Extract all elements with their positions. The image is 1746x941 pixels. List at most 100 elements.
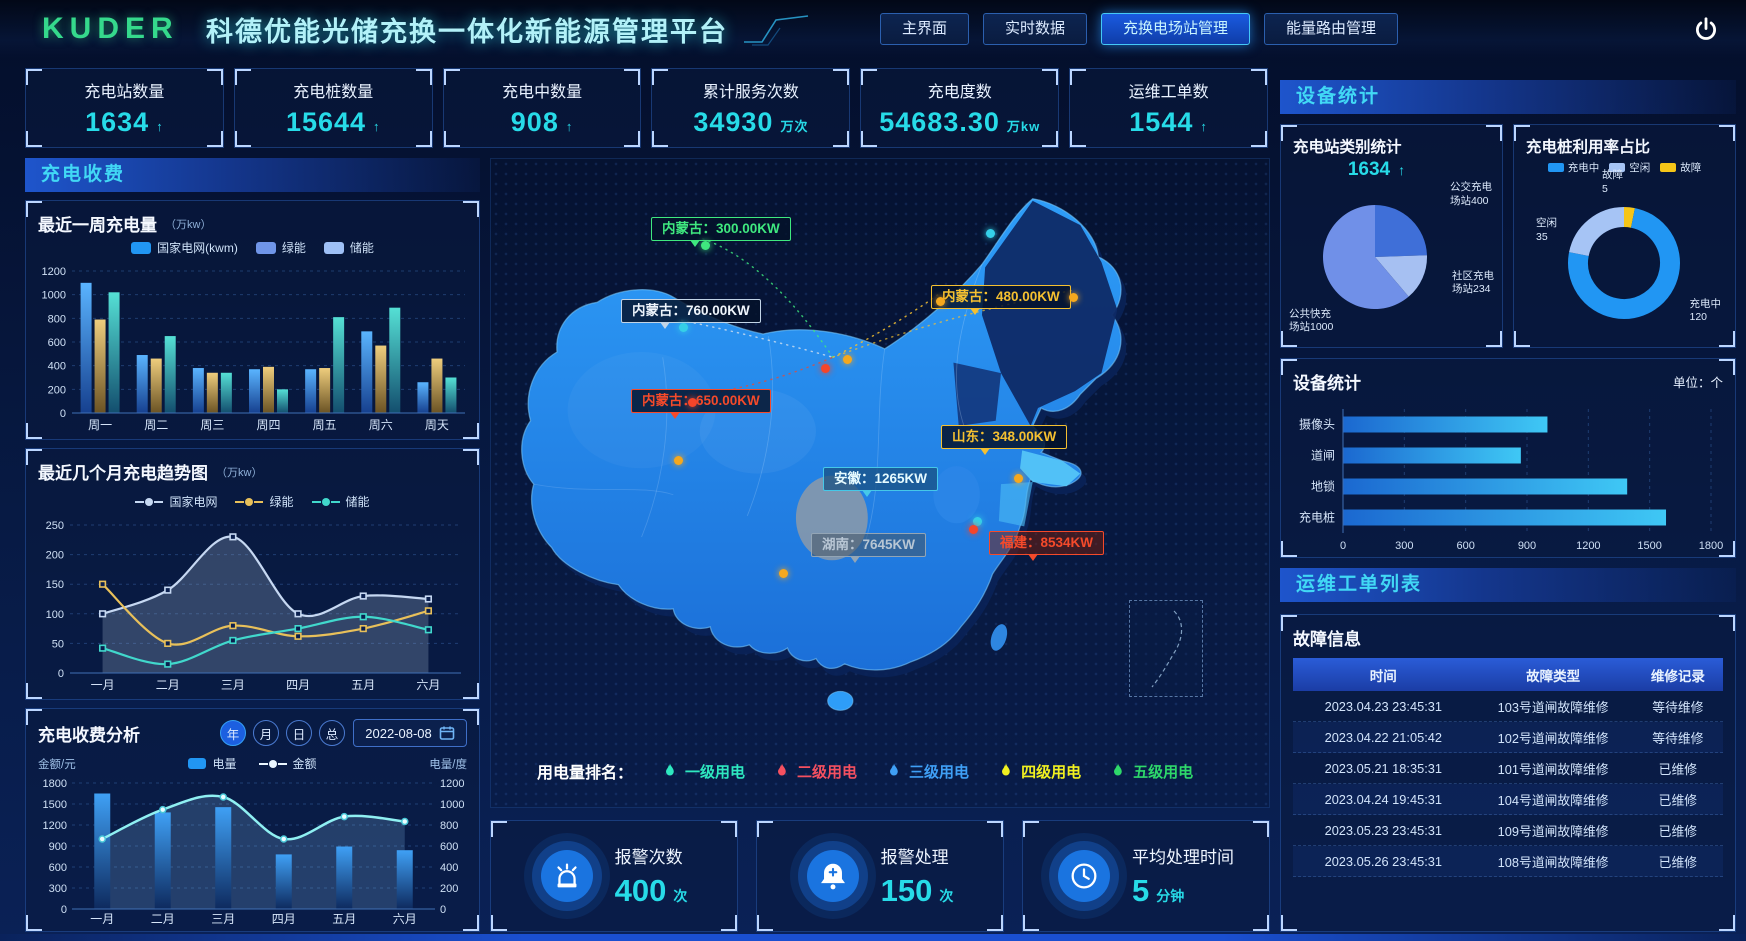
map-label-内蒙古-2: 内蒙古：480.00KW (931, 285, 1071, 315)
stat-value: 54683.30 万kw (879, 107, 1041, 137)
label-tail (850, 556, 860, 563)
section-title: 运维工单列表 (1296, 574, 1423, 595)
svg-text:二月: 二月 (151, 912, 175, 926)
svg-text:1800: 1800 (1699, 540, 1723, 552)
svg-text:1200: 1200 (43, 820, 67, 832)
svg-text:周三: 周三 (200, 418, 224, 432)
map-marker-0 (701, 241, 710, 250)
legend-item-绿能: 绿能 (235, 493, 294, 510)
circuit-decoration (744, 15, 809, 46)
fault-table-header: 时间 故障类型 维修记录 (1293, 658, 1723, 691)
svg-text:600: 600 (440, 841, 458, 853)
svg-text:1200: 1200 (440, 778, 464, 790)
ranking-item-四级用电: 四级用电 (999, 761, 1081, 782)
calendar-icon (439, 726, 455, 740)
svg-text:300: 300 (1395, 540, 1413, 552)
bell-plus-icon (820, 863, 845, 890)
stat-value: 908 ↑ (510, 107, 574, 137)
svg-text:周五: 周五 (313, 418, 337, 432)
map-marker-12 (674, 456, 683, 465)
filter-月[interactable]: 月 (253, 720, 279, 746)
map-label-内蒙古-3: 内蒙古：650.00KW (631, 389, 771, 419)
map-label-山东-4: 山东：348.00KW (941, 425, 1068, 455)
svg-text:一月: 一月 (90, 912, 114, 926)
panel-device-bars: 设备统计 单位：个 0 300 600 900 1200 1500 1800 摄像头 道闸 地锁 充电… (1280, 358, 1736, 558)
panel-station-category: 充电站类别统计 1634 ↑ 公交充电 场站400 社区充电 场站234 公共快充 场站10… (1280, 124, 1503, 348)
monthly-legend: 国家电网 绿能 储能 (26, 493, 479, 510)
analysis-chart-title: 充电收费分析 (38, 725, 140, 745)
svg-text:六月: 六月 (416, 678, 440, 692)
flame-icon (666, 763, 674, 776)
map-marker-5 (843, 355, 852, 364)
panel-monthly-trend: 最近几个月充电趋势图 （万kw） 国家电网 绿能 储能 0 50 100 150 200 250… (25, 448, 480, 700)
stat-suffix: ↑ (156, 119, 164, 134)
nav-tab-2[interactable]: 充换电场站管理 (1101, 13, 1251, 45)
svg-text:0: 0 (1340, 540, 1346, 552)
stat-card-0: 充电站数量 1634 ↑ (25, 68, 224, 148)
svg-text:1000: 1000 (440, 799, 464, 811)
monthly-line-chart: 0 50 100 150 200 250 一月 二月 三月 四月 五月 六月 (36, 515, 471, 695)
alarm-label: 平均处理时间 (1132, 848, 1234, 867)
stat-label: 运维工单数 (1128, 84, 1209, 101)
map-label-湖南-6: 湖南：7645KW (811, 533, 927, 563)
filter-年[interactable]: 年 (220, 720, 246, 746)
svg-text:1500: 1500 (1637, 540, 1661, 552)
utilization-legend: 充电中 空闲 故障 (1514, 160, 1735, 175)
period-filters: 年月日总 (220, 720, 345, 746)
panel-pile-utilization: 充电桩利用率占比 充电中 空闲 故障 故障 5 空闲 35 充电中 120 (1513, 124, 1736, 348)
svg-text:600: 600 (48, 337, 66, 349)
nav-tab-3[interactable]: 能量路由管理 (1264, 13, 1399, 45)
alarm-label: 报警处理 (880, 848, 949, 867)
svg-text:800: 800 (48, 313, 66, 325)
nav-tab-1[interactable]: 实时数据 (983, 13, 1088, 45)
station-total: 1634 ↑ (1347, 159, 1406, 180)
stat-suffix: ↑ (565, 119, 574, 134)
svg-text:0: 0 (61, 904, 67, 916)
stat-suffix: 万kw (1006, 119, 1041, 134)
pie-callout-公交充电场站: 公交充电 场站400 (1450, 181, 1492, 207)
flame-icon (778, 763, 786, 776)
fault-table-title: 故障信息 (1293, 630, 1361, 649)
svg-text:600: 600 (49, 862, 67, 874)
svg-text:50: 50 (52, 638, 64, 650)
svg-text:800: 800 (440, 820, 458, 832)
stat-label: 充电桩数量 (293, 84, 374, 101)
china-map-panel: 内蒙古：300.00KW 内蒙古：760.00KW 内蒙古：480.00KW 内蒙古：… (490, 158, 1270, 808)
utilization-donut-chart (1516, 175, 1735, 348)
stat-label: 累计服务次数 (702, 84, 799, 101)
legend-item-充电中: 充电中 (1547, 160, 1599, 175)
weekly-chart-title: 最近一周充电量 (38, 216, 157, 235)
page-title: 科德优能光储充换一体化新能源管理平台 (206, 17, 728, 47)
weekly-chart-unit: （万kw） (165, 218, 212, 231)
svg-text:四月: 四月 (272, 912, 296, 926)
map-marker-4 (821, 364, 830, 373)
svg-text:周四: 周四 (256, 418, 280, 432)
label-tail (670, 412, 680, 419)
map-label-内蒙古-1: 内蒙古：760.00KW (621, 299, 761, 329)
power-icon (1696, 17, 1716, 40)
station-pie-chart (1283, 177, 1498, 342)
fault-row-5: 2023.05.26 23:45:31 108号道闸故障维修 已维修 (1293, 846, 1723, 877)
ranking-item-二级用电: 二级用电 (775, 761, 857, 782)
stat-suffix: ↑ (373, 119, 381, 134)
nav-tab-0[interactable]: 主界面 (880, 13, 970, 45)
ranking-title: 用电量排名： (537, 765, 634, 782)
svg-text:周一: 周一 (88, 418, 112, 432)
filter-总[interactable]: 总 (319, 720, 345, 746)
svg-text:250: 250 (46, 520, 64, 532)
power-button[interactable] (1692, 15, 1720, 43)
filter-日[interactable]: 日 (286, 720, 312, 746)
siren-icon-wrap (540, 850, 593, 902)
legend-item-电量: 电量 (188, 755, 237, 772)
svg-text:1200: 1200 (1576, 540, 1600, 552)
device-hbar-chart: 0 300 600 900 1200 1500 1800 摄像头 道闸 地锁 充电桩 (1289, 403, 1729, 553)
date-picker[interactable]: 2022-08-08 (353, 719, 467, 747)
panel-weekly-charge: 最近一周充电量 （万kw） 国家电网(kwm) 绿能 储能 0 200 400 600 800… (25, 200, 480, 440)
device-unit-label: 单位：个 (1672, 376, 1723, 390)
legend-item-绿能: 绿能 (255, 239, 306, 256)
china-map (521, 198, 1127, 711)
fault-row-0: 2023.04.23 23:45:31 103号道闸故障维修 等待维修 (1293, 691, 1723, 722)
section-title: 充电收费 (41, 164, 126, 185)
map-marker-3 (688, 398, 697, 407)
alarm-cards-row: 报警次数 400 次 报警处理 150 次 平均处理时间 5 分钟 (490, 820, 1270, 932)
